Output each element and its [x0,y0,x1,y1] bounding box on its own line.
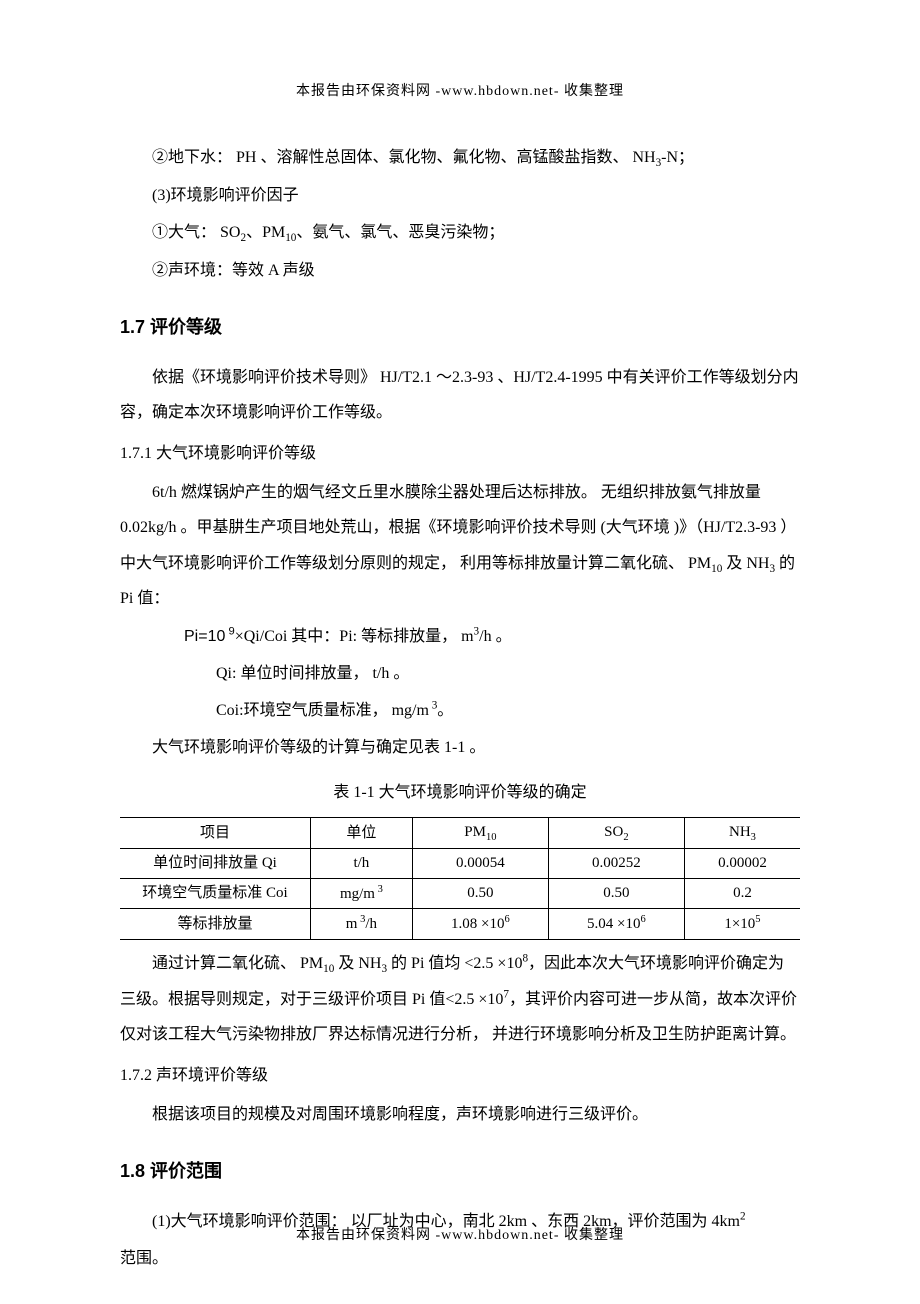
table-row: 等标排放量 m 3/h 1.08 ×106 5.04 ×106 1×105 [120,909,800,940]
section-1-8-heading: 1.8 评价范围 [120,1152,800,1192]
noise-grade-desc: 根据该项目的规模及对周围环境影响程度，声环境影响进行三级评价。 [120,1097,800,1132]
th-item: 项目 [120,817,310,849]
formula-qi: Qi: 单位时间排放量， t/h 。 [120,656,800,691]
th-pm10: PM10 [412,817,548,849]
groundwater-factors: ②地下水： PH 、溶解性总固体、氯化物、氟化物、高锰酸盐指数、 NH3-N； [120,140,800,176]
formula-pi: Pi=10 9×Qi/Coi 其中：Pi: 等标排放量， m3/h 。 [120,619,800,654]
section-1-7-1-heading: 1.7.1 大气环境影响评价等级 [120,436,800,471]
page-header: 本报告由环保资料网 -www.hbdown.net- 收集整理 [120,80,800,100]
air-grade-desc: 6t/h 燃煤锅炉产生的烟气经文丘里水膜除尘器处理后达标排放。 无组织排放氨气排… [120,475,800,616]
env-impact-factor-title: (3)环境影响评价因子 [120,178,800,213]
table-row: 环境空气质量标准 Coi mg/m 3 0.50 0.50 0.2 [120,878,800,909]
formula-coi: Coi:环境空气质量标准， mg/m 3。 [120,693,800,728]
table-ref: 大气环境影响评价等级的计算与确定见表 1-1 。 [120,730,800,765]
air-factors: ①大气： SO2、PM10、氨气、氯气、恶臭污染物； [120,215,800,251]
page-footer: 本报告由环保资料网 -www.hbdown.net- 收集整理 [0,1224,920,1244]
section-1-7-heading: 1.7 评价等级 [120,308,800,348]
table-row: 单位时间排放量 Qi t/h 0.00054 0.00252 0.00002 [120,849,800,879]
section-1-7-intro: 依据《环境影响评价技术导则》 HJ/T2.1 ～2.3-93 、HJ/T2.4-… [120,360,800,430]
th-unit: 单位 [310,817,412,849]
th-nh3: NH3 [684,817,800,849]
section-1-7-2-heading: 1.7.2 声环境评价等级 [120,1058,800,1093]
document-body: ②地下水： PH 、溶解性总固体、氯化物、氟化物、高锰酸盐指数、 NH3-N； … [120,140,800,1276]
air-scope-cont: 范围。 [120,1241,800,1276]
table-1-1-caption: 表 1-1 大气环境影响评价等级的确定 [120,775,800,810]
after-table-analysis: 通过计算二氧化硫、 PM10 及 NH3 的 Pi 值均 <2.5 ×108，因… [120,946,800,1052]
noise-factors: ②声环境：等效 A 声级 [120,253,800,288]
table-header-row: 项目 单位 PM10 SO2 NH3 [120,817,800,849]
th-so2: SO2 [548,817,684,849]
table-1-1: 项目 单位 PM10 SO2 NH3 单位时间排放量 Qi t/h 0.0005… [120,817,800,940]
